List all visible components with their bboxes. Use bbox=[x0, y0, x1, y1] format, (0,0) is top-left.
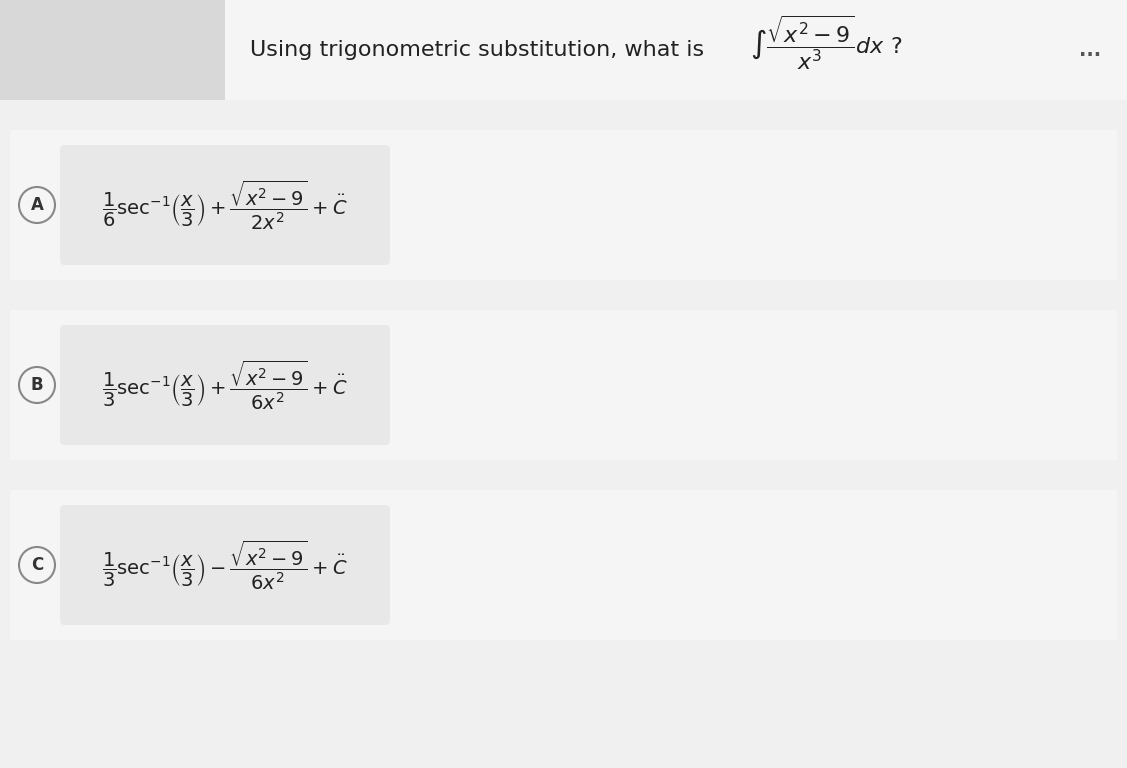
Text: $\dfrac{1}{6}\sec^{-1}\!\left(\dfrac{x}{3}\right)+\dfrac{\sqrt{x^2-9}}{2x^2}+\dd: $\dfrac{1}{6}\sec^{-1}\!\left(\dfrac{x}{… bbox=[103, 178, 348, 232]
Circle shape bbox=[19, 367, 55, 403]
Text: $\int\dfrac{\sqrt{x^2-9}}{x^3}dx\ ?$: $\int\dfrac{\sqrt{x^2-9}}{x^3}dx\ ?$ bbox=[749, 14, 903, 72]
Text: ...: ... bbox=[1079, 41, 1101, 59]
Text: $\dfrac{1}{3}\sec^{-1}\!\left(\dfrac{x}{3}\right)+\dfrac{\sqrt{x^2-9}}{6x^2}+\dd: $\dfrac{1}{3}\sec^{-1}\!\left(\dfrac{x}{… bbox=[103, 358, 348, 412]
FancyBboxPatch shape bbox=[60, 505, 390, 625]
FancyBboxPatch shape bbox=[60, 145, 390, 265]
Circle shape bbox=[19, 547, 55, 583]
Text: A: A bbox=[30, 196, 44, 214]
FancyBboxPatch shape bbox=[0, 0, 225, 100]
FancyBboxPatch shape bbox=[60, 325, 390, 445]
FancyBboxPatch shape bbox=[10, 490, 1117, 640]
FancyBboxPatch shape bbox=[0, 0, 1127, 100]
Circle shape bbox=[19, 187, 55, 223]
Text: Using trigonometric substitution, what is: Using trigonometric substitution, what i… bbox=[250, 40, 704, 60]
FancyBboxPatch shape bbox=[10, 130, 1117, 280]
Text: C: C bbox=[30, 556, 43, 574]
Text: B: B bbox=[30, 376, 43, 394]
FancyBboxPatch shape bbox=[10, 310, 1117, 460]
Text: $\dfrac{1}{3}\sec^{-1}\!\left(\dfrac{x}{3}\right)-\dfrac{\sqrt{x^2-9}}{6x^2}+\dd: $\dfrac{1}{3}\sec^{-1}\!\left(\dfrac{x}{… bbox=[103, 538, 348, 592]
